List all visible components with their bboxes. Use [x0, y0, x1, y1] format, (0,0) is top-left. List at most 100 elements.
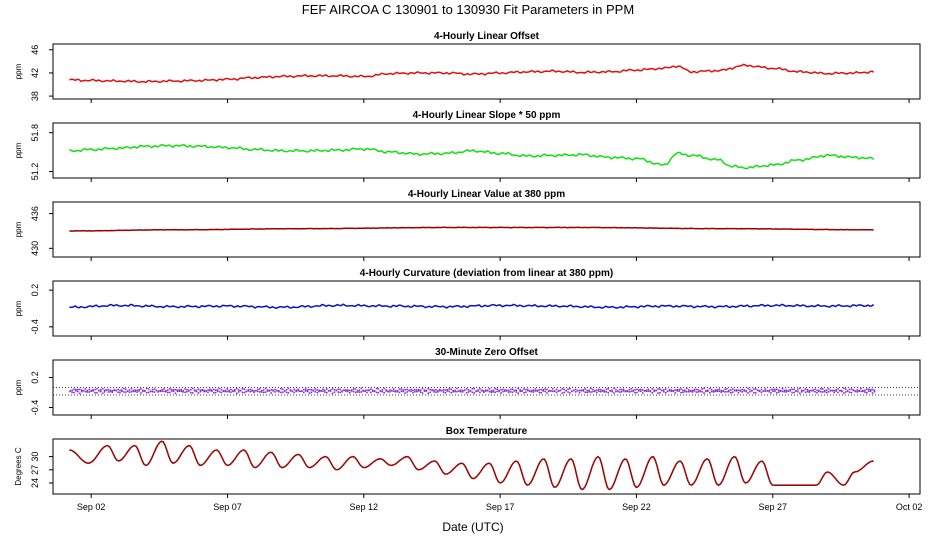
data-point [505, 389, 508, 391]
data-point [460, 391, 462, 393]
y-tick-label: 0.2 [30, 371, 40, 384]
data-point [268, 389, 271, 392]
data-point [768, 390, 770, 393]
panel-3: 4-Hourly Linear Value at 380 ppm ppm 430 43… [14, 189, 921, 261]
data-point [655, 389, 657, 392]
data-point [582, 390, 585, 392]
data-point [775, 388, 778, 391]
data-point [247, 390, 250, 392]
data-point [471, 387, 474, 390]
data-point [140, 392, 142, 394]
data-point [745, 390, 747, 392]
data-point [611, 390, 613, 393]
data-point [701, 390, 703, 393]
data-point [712, 390, 715, 392]
data-point [494, 387, 497, 390]
data-point [350, 390, 353, 392]
data-point [96, 387, 98, 390]
data-point [180, 390, 183, 393]
data-point [574, 388, 577, 391]
data-point [339, 388, 341, 391]
data-point [258, 388, 261, 390]
data-point [71, 389, 73, 392]
data-point [622, 390, 625, 392]
panel-6: Box Temperature Degrees C 24 27 30 Sep 02 Sep … [14, 426, 922, 512]
data-point [276, 389, 278, 392]
data-point [249, 390, 251, 393]
data-point [534, 388, 537, 390]
data-point [737, 389, 740, 392]
data-point [781, 390, 784, 393]
data-point [274, 388, 276, 391]
data-point [561, 392, 564, 394]
data-point [308, 388, 311, 391]
data-point [528, 390, 531, 393]
data-point [440, 389, 443, 392]
data-point [214, 389, 217, 391]
data-point [358, 391, 361, 393]
data-point [163, 388, 165, 390]
data-point [421, 387, 424, 390]
y-tick-label: -0.4 [30, 400, 40, 416]
data-point [856, 391, 859, 393]
data-point [628, 388, 631, 391]
data-point [743, 389, 746, 391]
data-point [789, 388, 791, 391]
panels: 4-Hourly Linear Offsetppm3842464-Hourly … [14, 31, 922, 512]
series-line [69, 303, 875, 310]
data-point [557, 390, 560, 392]
data-point [789, 389, 791, 392]
data-point [438, 388, 441, 391]
data-point [178, 390, 181, 393]
data-point [96, 391, 98, 394]
data-point [178, 389, 181, 391]
data-point [741, 391, 744, 393]
data-point [452, 390, 454, 393]
data-point [333, 388, 336, 391]
data-point [617, 390, 619, 392]
data-point [791, 391, 793, 394]
data-point [657, 388, 659, 390]
data-point [176, 390, 179, 392]
data-point [161, 390, 163, 393]
data-point [841, 390, 843, 392]
data-point [191, 392, 194, 394]
data-point [678, 390, 680, 392]
data-point [377, 387, 380, 390]
data-point [450, 388, 453, 391]
x-tick-label: Sep 07 [213, 502, 242, 512]
data-point [320, 389, 322, 392]
data-point [117, 391, 119, 394]
data-point [710, 390, 713, 393]
data-point [867, 390, 870, 392]
data-point [697, 388, 700, 391]
data-point [511, 388, 514, 391]
data-point [325, 388, 328, 390]
data-point [837, 391, 839, 394]
data-point [609, 390, 611, 392]
data-point [444, 389, 447, 391]
data-point [550, 390, 552, 392]
data-point [504, 389, 506, 391]
data-point [521, 390, 523, 392]
data-point [818, 389, 820, 392]
data-point [429, 388, 431, 391]
data-point [404, 392, 407, 395]
x-tick-label: Sep 12 [350, 502, 379, 512]
data-point [235, 387, 238, 390]
data-point [415, 389, 418, 391]
data-point [103, 389, 106, 392]
data-point [352, 388, 355, 390]
y-axis-label: ppm [14, 379, 23, 395]
y-axis-label: ppm [14, 63, 23, 79]
data-point [540, 391, 543, 394]
data-point [634, 391, 636, 394]
data-point [287, 387, 290, 390]
data-point [590, 387, 592, 390]
data-point [90, 389, 93, 392]
data-point [138, 390, 140, 392]
data-point [871, 392, 874, 394]
data-point [754, 392, 757, 394]
data-point [492, 389, 495, 392]
data-point [668, 388, 671, 391]
